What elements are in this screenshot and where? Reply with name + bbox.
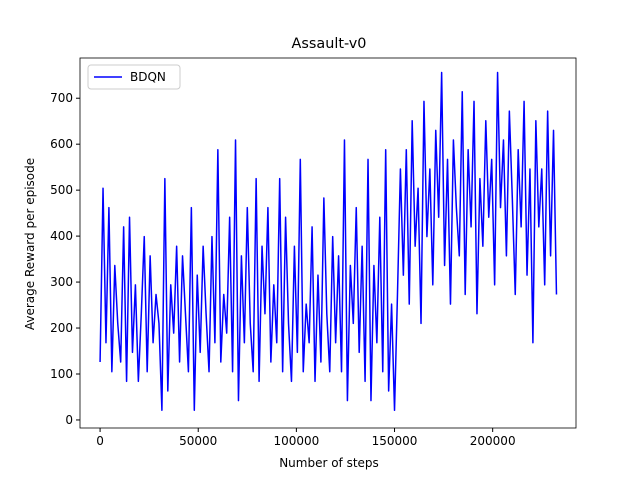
x-tick-label: 150000 xyxy=(372,434,418,448)
x-tick-label: 0 xyxy=(96,434,104,448)
y-tick-label: 0 xyxy=(65,413,73,427)
y-tick-label: 600 xyxy=(50,137,73,151)
data-line xyxy=(99,71,558,412)
x-tick-label: 200000 xyxy=(470,434,516,448)
y-axis-label: Average Reward per episode xyxy=(23,158,37,330)
y-tick-label: 200 xyxy=(50,321,73,335)
y-tick-label: 300 xyxy=(50,275,73,289)
x-tick-label: 50000 xyxy=(179,434,217,448)
legend-label: BDQN xyxy=(130,70,166,84)
y-tick-label: 100 xyxy=(50,367,73,381)
x-tick-label: 100000 xyxy=(273,434,319,448)
y-tick-label: 400 xyxy=(50,229,73,243)
chart-title: Assault-v0 xyxy=(292,36,367,52)
x-axis-label: Number of steps xyxy=(279,456,379,470)
legend-box xyxy=(87,64,181,90)
y-tick-label: 500 xyxy=(50,183,73,197)
y-tick-label: 700 xyxy=(50,91,73,105)
plot-frame xyxy=(79,57,577,429)
